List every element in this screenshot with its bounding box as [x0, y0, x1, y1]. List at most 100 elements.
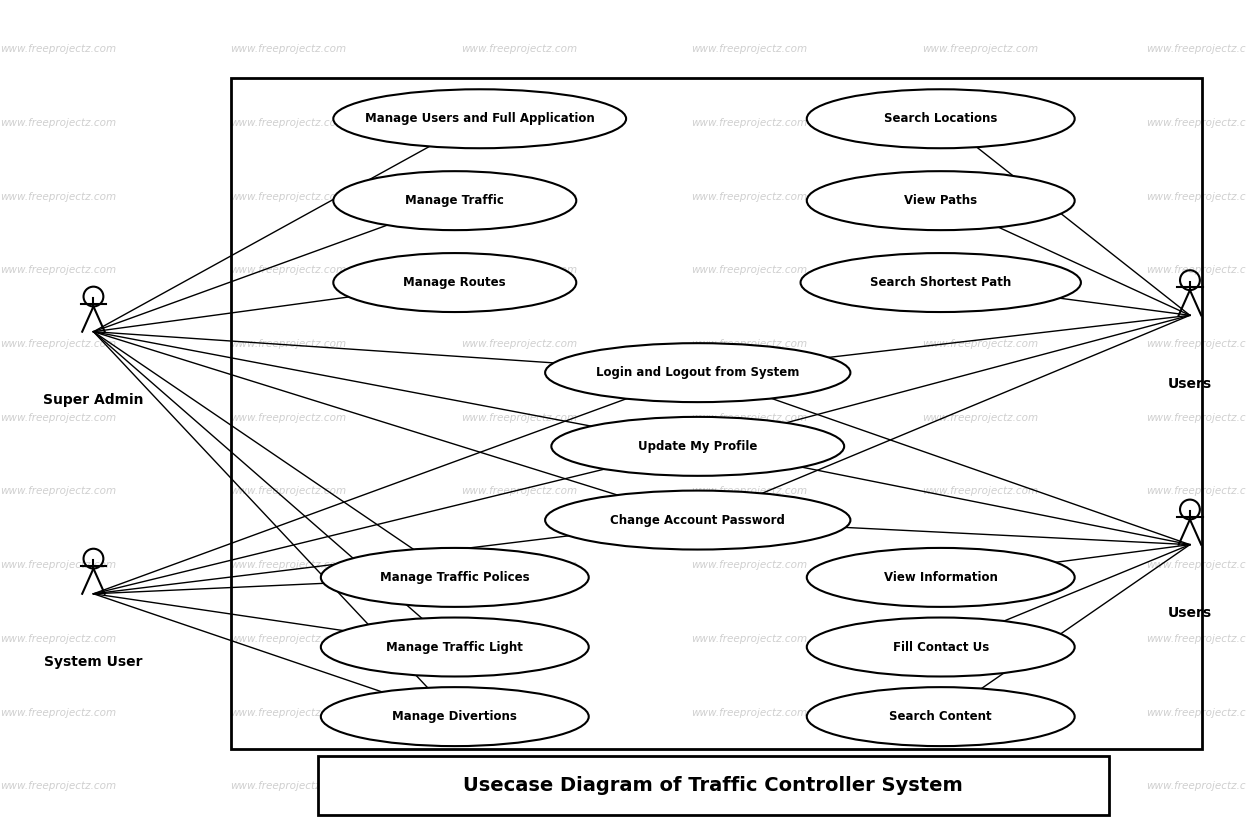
Text: Search Locations: Search Locations — [885, 112, 997, 125]
Text: www.freeprojectz.com: www.freeprojectz.com — [1146, 192, 1246, 201]
Text: www.freeprojectz.com: www.freeprojectz.com — [922, 118, 1038, 128]
Text: www.freeprojectz.com: www.freeprojectz.com — [231, 486, 346, 496]
Text: Update My Profile: Update My Profile — [638, 440, 758, 453]
Text: www.freeprojectz.com: www.freeprojectz.com — [231, 413, 346, 423]
Text: www.freeprojectz.com: www.freeprojectz.com — [0, 118, 116, 128]
Text: www.freeprojectz.com: www.freeprojectz.com — [1146, 265, 1246, 275]
Text: www.freeprojectz.com: www.freeprojectz.com — [461, 781, 577, 791]
Text: www.freeprojectz.com: www.freeprojectz.com — [231, 265, 346, 275]
Text: www.freeprojectz.com: www.freeprojectz.com — [461, 486, 577, 496]
Ellipse shape — [552, 417, 845, 476]
Text: www.freeprojectz.com: www.freeprojectz.com — [231, 560, 346, 570]
Text: www.freeprojectz.com: www.freeprojectz.com — [0, 339, 116, 349]
Ellipse shape — [546, 491, 851, 550]
Text: www.freeprojectz.com: www.freeprojectz.com — [922, 560, 1038, 570]
Text: www.freeprojectz.com: www.freeprojectz.com — [692, 265, 807, 275]
Text: www.freeprojectz.com: www.freeprojectz.com — [922, 413, 1038, 423]
Text: www.freeprojectz.com: www.freeprojectz.com — [0, 192, 116, 201]
Text: Search Content: Search Content — [890, 710, 992, 723]
Bar — [231, 78, 1202, 749]
Text: Login and Logout from System: Login and Logout from System — [596, 366, 800, 379]
Ellipse shape — [807, 89, 1074, 148]
Text: View Paths: View Paths — [905, 194, 977, 207]
Text: Usecase Diagram of Traffic Controller System: Usecase Diagram of Traffic Controller Sy… — [464, 776, 963, 795]
Text: www.freeprojectz.com: www.freeprojectz.com — [231, 708, 346, 717]
Text: www.freeprojectz.com: www.freeprojectz.com — [922, 265, 1038, 275]
Text: Super Admin: Super Admin — [44, 393, 143, 407]
Text: www.freeprojectz.com: www.freeprojectz.com — [692, 781, 807, 791]
Text: Manage Divertions: Manage Divertions — [392, 710, 517, 723]
Text: View Information: View Information — [883, 571, 998, 584]
Text: www.freeprojectz.com: www.freeprojectz.com — [231, 781, 346, 791]
Text: Manage Routes: Manage Routes — [404, 276, 506, 289]
Text: www.freeprojectz.com: www.freeprojectz.com — [692, 44, 807, 54]
Text: www.freeprojectz.com: www.freeprojectz.com — [461, 339, 577, 349]
Text: www.freeprojectz.com: www.freeprojectz.com — [922, 44, 1038, 54]
Text: www.freeprojectz.com: www.freeprojectz.com — [0, 560, 116, 570]
Text: www.freeprojectz.com: www.freeprojectz.com — [0, 413, 116, 423]
Text: www.freeprojectz.com: www.freeprojectz.com — [1146, 634, 1246, 644]
Text: www.freeprojectz.com: www.freeprojectz.com — [461, 560, 577, 570]
Text: www.freeprojectz.com: www.freeprojectz.com — [692, 708, 807, 717]
Text: www.freeprojectz.com: www.freeprojectz.com — [922, 339, 1038, 349]
Text: www.freeprojectz.com: www.freeprojectz.com — [461, 44, 577, 54]
Ellipse shape — [801, 253, 1080, 312]
Text: www.freeprojectz.com: www.freeprojectz.com — [0, 486, 116, 496]
Text: Users: Users — [1168, 377, 1212, 391]
Ellipse shape — [807, 687, 1074, 746]
Text: www.freeprojectz.com: www.freeprojectz.com — [1146, 339, 1246, 349]
Ellipse shape — [807, 618, 1074, 676]
Text: www.freeprojectz.com: www.freeprojectz.com — [1146, 708, 1246, 717]
Text: www.freeprojectz.com: www.freeprojectz.com — [0, 708, 116, 717]
Text: www.freeprojectz.com: www.freeprojectz.com — [922, 781, 1038, 791]
Ellipse shape — [320, 618, 588, 676]
Text: www.freeprojectz.com: www.freeprojectz.com — [231, 339, 346, 349]
Text: www.freeprojectz.com: www.freeprojectz.com — [0, 634, 116, 644]
Text: www.freeprojectz.com: www.freeprojectz.com — [922, 708, 1038, 717]
Text: Manage Traffic: Manage Traffic — [405, 194, 505, 207]
Text: Fill Contact Us: Fill Contact Us — [892, 640, 989, 654]
Text: www.freeprojectz.com: www.freeprojectz.com — [461, 118, 577, 128]
Text: www.freeprojectz.com: www.freeprojectz.com — [231, 192, 346, 201]
Text: www.freeprojectz.com: www.freeprojectz.com — [461, 634, 577, 644]
Text: www.freeprojectz.com: www.freeprojectz.com — [692, 118, 807, 128]
Text: www.freeprojectz.com: www.freeprojectz.com — [692, 560, 807, 570]
Text: www.freeprojectz.com: www.freeprojectz.com — [231, 634, 346, 644]
Text: Search Shortest Path: Search Shortest Path — [870, 276, 1012, 289]
Text: www.freeprojectz.com: www.freeprojectz.com — [1146, 44, 1246, 54]
Text: www.freeprojectz.com: www.freeprojectz.com — [922, 486, 1038, 496]
Text: www.freeprojectz.com: www.freeprojectz.com — [922, 192, 1038, 201]
Bar — [318, 756, 1109, 815]
Text: www.freeprojectz.com: www.freeprojectz.com — [461, 708, 577, 717]
Text: Change Account Password: Change Account Password — [611, 514, 785, 527]
Text: www.freeprojectz.com: www.freeprojectz.com — [692, 339, 807, 349]
Text: www.freeprojectz.com: www.freeprojectz.com — [1146, 486, 1246, 496]
Text: Manage Users and Full Application: Manage Users and Full Application — [365, 112, 594, 125]
Text: www.freeprojectz.com: www.freeprojectz.com — [231, 118, 346, 128]
Text: www.freeprojectz.com: www.freeprojectz.com — [692, 486, 807, 496]
Text: www.freeprojectz.com: www.freeprojectz.com — [0, 781, 116, 791]
Text: www.freeprojectz.com: www.freeprojectz.com — [1146, 118, 1246, 128]
Ellipse shape — [320, 687, 588, 746]
Text: www.freeprojectz.com: www.freeprojectz.com — [1146, 413, 1246, 423]
Ellipse shape — [333, 171, 577, 230]
Text: www.freeprojectz.com: www.freeprojectz.com — [461, 265, 577, 275]
Ellipse shape — [546, 343, 851, 402]
Text: www.freeprojectz.com: www.freeprojectz.com — [231, 44, 346, 54]
Text: Manage Traffic Polices: Manage Traffic Polices — [380, 571, 530, 584]
Text: www.freeprojectz.com: www.freeprojectz.com — [692, 192, 807, 201]
Text: Manage Traffic Light: Manage Traffic Light — [386, 640, 523, 654]
Text: www.freeprojectz.com: www.freeprojectz.com — [1146, 560, 1246, 570]
Text: www.freeprojectz.com: www.freeprojectz.com — [0, 265, 116, 275]
Text: www.freeprojectz.com: www.freeprojectz.com — [461, 192, 577, 201]
Text: www.freeprojectz.com: www.freeprojectz.com — [0, 44, 116, 54]
Ellipse shape — [334, 89, 627, 148]
Text: www.freeprojectz.com: www.freeprojectz.com — [1146, 781, 1246, 791]
Text: www.freeprojectz.com: www.freeprojectz.com — [692, 634, 807, 644]
Ellipse shape — [333, 253, 577, 312]
Text: www.freeprojectz.com: www.freeprojectz.com — [461, 413, 577, 423]
Ellipse shape — [320, 548, 588, 607]
Ellipse shape — [807, 548, 1074, 607]
Text: www.freeprojectz.com: www.freeprojectz.com — [692, 413, 807, 423]
Text: Users: Users — [1168, 606, 1212, 620]
